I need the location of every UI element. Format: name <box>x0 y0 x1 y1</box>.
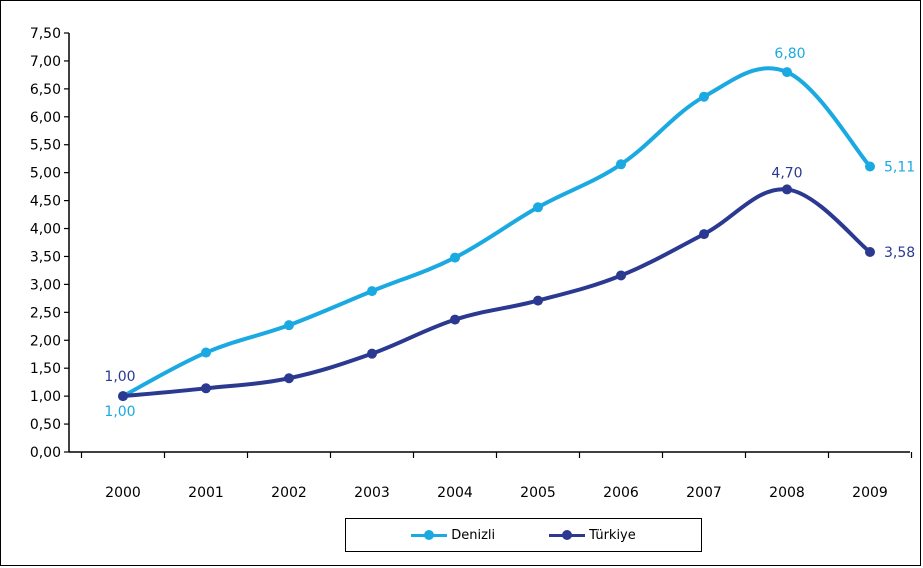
data-point-turkiye <box>782 184 792 195</box>
legend-label-turkiye: Türkiye <box>589 527 636 543</box>
data-point-denizli <box>699 91 709 102</box>
data-point-turkiye <box>865 246 875 257</box>
data-labels-layer: 1,00 6,80 5,11 1,00 4,70 3,58 <box>104 46 915 420</box>
data-point-turkiye <box>201 383 211 394</box>
x-tick-label: 2000 <box>105 485 141 501</box>
data-point-turkiye <box>367 348 377 359</box>
data-point-denizli <box>865 161 875 172</box>
y-tick-label: 5,00 <box>30 166 61 182</box>
legend-swatch-denizli <box>411 530 448 540</box>
data-point-turkiye <box>284 373 294 384</box>
y-tick-label: 2,50 <box>30 305 61 321</box>
data-label-denizli: 6,80 <box>774 46 805 62</box>
y-tick-label: 4,50 <box>30 194 61 210</box>
data-point-turkiye <box>450 314 460 325</box>
data-point-denizli <box>284 320 294 331</box>
data-label-turkiye: 3,58 <box>884 245 915 261</box>
y-tick-label: 7,50 <box>30 26 61 42</box>
series-line-turkiye <box>121 187 872 399</box>
data-point-turkiye <box>699 229 709 240</box>
legend-swatch-turkiye <box>549 530 586 540</box>
y-tick-label: 4,00 <box>30 222 61 238</box>
y-tick-label: 6,50 <box>30 82 61 98</box>
data-point-denizli <box>201 347 211 358</box>
series-layer <box>118 66 875 402</box>
x-tick-label: 2003 <box>354 485 390 501</box>
data-point-denizli <box>450 252 460 263</box>
y-tick-label: 2,00 <box>30 333 61 349</box>
data-point-denizli <box>533 202 543 213</box>
axes: 0,00 0,50 1,00 1,50 2,00 2,50 3,00 3,50 4,00 4,50… <box>30 26 913 501</box>
data-point-denizli <box>616 159 626 170</box>
x-tick-label: 2008 <box>769 485 805 501</box>
legend-label-denizli: Denizli <box>451 527 496 543</box>
y-tick-label: 3,00 <box>30 277 61 293</box>
y-tick-label: 1,50 <box>30 361 61 377</box>
data-point-denizli <box>367 286 377 297</box>
y-tick-label: 7,00 <box>30 54 61 70</box>
y-tick-label: 0,50 <box>30 417 61 433</box>
series-line-denizli <box>121 66 872 399</box>
x-tick-label: 2002 <box>271 485 307 501</box>
data-label-denizli: 5,11 <box>884 160 915 176</box>
y-tick-label: 3,50 <box>30 249 61 265</box>
x-tick-label: 2006 <box>603 485 639 501</box>
y-tick-label: 0,00 <box>30 445 61 461</box>
x-tick-label: 2004 <box>437 485 473 501</box>
x-tick-label: 2005 <box>520 485 556 501</box>
x-tick-label: 2001 <box>188 485 224 501</box>
data-point-turkiye <box>118 391 128 402</box>
data-point-turkiye <box>533 295 543 306</box>
data-point-turkiye <box>616 270 626 281</box>
y-tick-label: 6,00 <box>30 110 61 126</box>
legend-item-turkiye: Türkiye <box>549 528 636 543</box>
y-tick-label: 1,00 <box>30 389 61 405</box>
x-tick-label: 2009 <box>852 485 888 501</box>
data-label-turkiye: 1,00 <box>104 369 135 385</box>
data-label-turkiye: 4,70 <box>771 165 802 181</box>
x-tick-label: 2007 <box>686 485 722 501</box>
data-label-denizli: 1,00 <box>104 404 135 420</box>
y-tick-label: 5,50 <box>30 138 61 154</box>
legend: Denizli Türkiye <box>345 518 702 552</box>
data-point-denizli <box>782 67 792 78</box>
legend-item-denizli: Denizli <box>411 528 495 543</box>
